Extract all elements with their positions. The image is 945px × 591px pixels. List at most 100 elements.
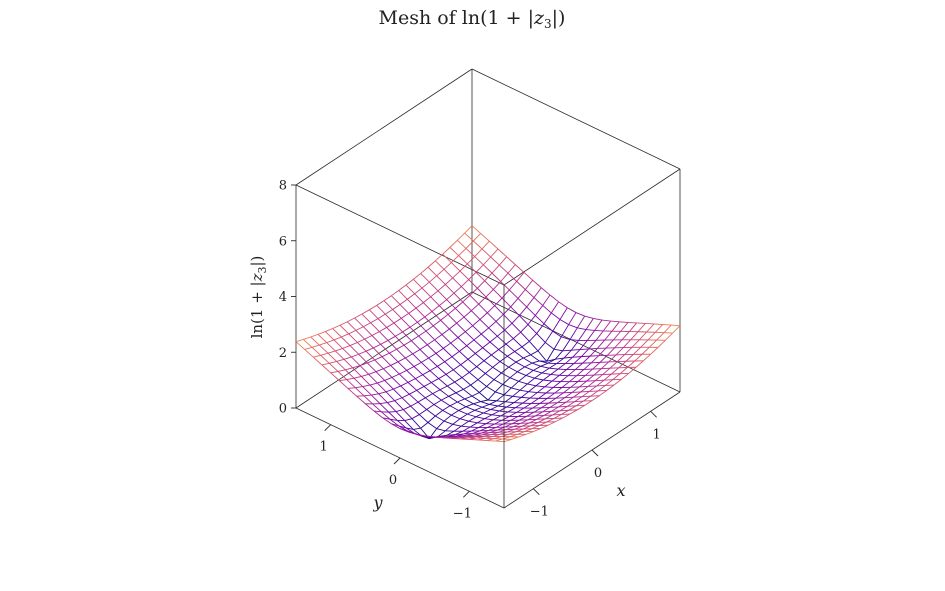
mesh-line — [597, 385, 606, 392]
mesh-line — [495, 391, 505, 396]
mesh-line — [455, 308, 465, 318]
mesh-line — [415, 374, 423, 380]
mesh-line — [515, 264, 525, 273]
mesh-line — [588, 339, 597, 350]
mesh-line — [474, 256, 484, 266]
mesh-line — [326, 342, 336, 352]
mesh-line — [332, 324, 341, 329]
mesh-line — [399, 428, 409, 433]
mesh-line — [353, 375, 362, 379]
mesh-line — [295, 341, 305, 350]
mesh-line — [437, 361, 445, 367]
mesh-line — [485, 366, 493, 374]
mesh-line — [558, 301, 568, 309]
mesh-line — [468, 416, 477, 422]
mesh-line — [381, 356, 391, 366]
mesh-line — [536, 415, 545, 420]
mesh-line — [587, 385, 597, 387]
mesh-line — [325, 331, 335, 341]
mesh-line — [501, 366, 509, 374]
mesh-line — [561, 381, 570, 388]
mesh-line — [593, 368, 602, 376]
mesh-line — [484, 280, 494, 290]
mesh-line — [570, 340, 580, 351]
mesh-line — [493, 379, 503, 385]
mesh-line — [528, 341, 539, 352]
mesh-line — [475, 412, 484, 418]
mesh-line — [570, 381, 579, 388]
mesh-line — [448, 395, 458, 403]
mesh-line — [470, 379, 479, 386]
mesh-line — [477, 373, 486, 381]
mesh-line — [498, 349, 508, 357]
mesh-line — [384, 376, 393, 381]
mesh-line — [409, 326, 419, 337]
mesh-line — [501, 297, 511, 308]
mesh-line — [425, 325, 434, 332]
mesh-line — [434, 339, 444, 349]
mesh-line — [348, 329, 357, 335]
mesh-line — [517, 412, 526, 417]
mesh-line — [507, 272, 517, 282]
mesh-line — [530, 422, 539, 427]
mesh-line — [375, 371, 385, 381]
mesh-line — [371, 394, 381, 404]
mesh-line — [407, 293, 415, 300]
mesh-line — [317, 334, 327, 343]
mesh-line — [474, 409, 484, 414]
mesh-line — [454, 381, 464, 390]
mesh-line — [479, 427, 488, 432]
mesh-line — [381, 411, 391, 420]
mesh-line — [573, 391, 581, 398]
mesh-line — [443, 262, 452, 270]
mesh-line — [419, 414, 429, 423]
mesh-line — [438, 378, 448, 387]
mesh-line — [553, 348, 563, 352]
mesh-line — [655, 324, 663, 333]
mesh-line — [430, 296, 440, 306]
mesh-line — [333, 336, 342, 341]
mesh-line — [389, 348, 397, 354]
mesh-line — [484, 418, 494, 421]
mesh-line — [405, 357, 415, 367]
mesh-line — [503, 306, 511, 315]
mesh-line — [489, 400, 497, 405]
mesh-line — [602, 367, 611, 375]
mesh-line — [567, 401, 575, 407]
mesh-line — [529, 392, 538, 399]
mesh-line — [374, 359, 384, 370]
mesh-line — [459, 351, 469, 360]
mesh-line — [403, 409, 413, 419]
mesh-line — [460, 438, 470, 440]
mesh-line — [507, 355, 517, 363]
mesh-line — [505, 338, 514, 345]
mesh-line — [553, 336, 562, 350]
mesh-line — [372, 403, 382, 413]
mesh-line — [573, 356, 582, 364]
mesh-line — [399, 369, 407, 375]
mesh-line — [518, 380, 528, 385]
mesh-line — [425, 393, 433, 399]
mesh-line — [543, 374, 551, 381]
mesh-line — [575, 362, 583, 370]
mesh-line — [497, 329, 505, 337]
mesh-line — [437, 366, 447, 375]
mesh-line — [408, 313, 418, 323]
mesh-line — [343, 359, 353, 369]
mesh-line — [517, 366, 525, 373]
mesh-line — [459, 418, 469, 422]
mesh-line — [365, 347, 374, 352]
mesh-line — [494, 305, 504, 315]
mesh-line — [497, 248, 507, 258]
mesh-line — [526, 297, 535, 308]
mesh-line — [491, 414, 501, 417]
mesh-line — [479, 392, 489, 401]
mesh-line — [531, 425, 540, 430]
mesh-line — [519, 383, 528, 391]
mesh-line — [475, 264, 484, 273]
mesh-line — [387, 335, 396, 341]
mesh-line — [457, 232, 465, 241]
mesh-line — [369, 304, 377, 311]
mesh-line — [565, 396, 574, 403]
